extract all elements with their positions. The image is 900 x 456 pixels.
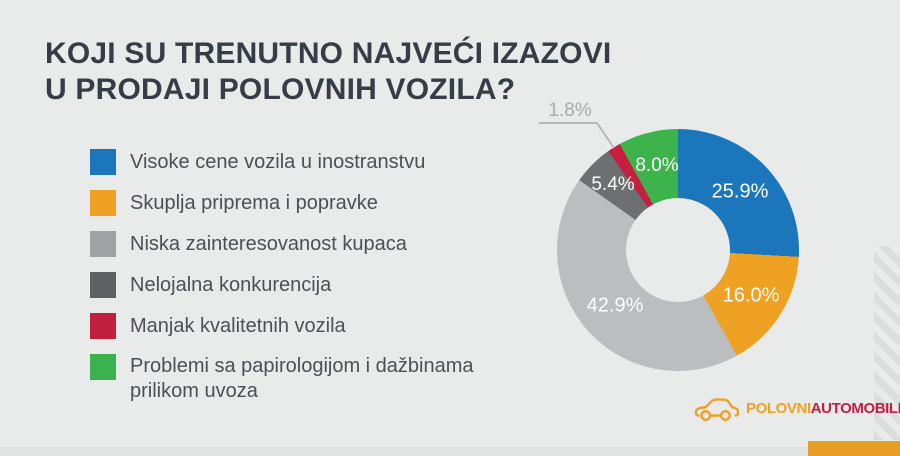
legend-label: Problemi sa papirologijom i dažbinama pr… xyxy=(130,355,474,402)
donut-hole xyxy=(626,198,730,302)
car-icon xyxy=(694,398,740,422)
legend-label: Manjak kvalitetnih vozila xyxy=(130,315,346,337)
legend-label: Niska zainteresovanost kupaca xyxy=(130,233,407,255)
slice-label-gray: 42.9% xyxy=(586,294,644,317)
legend-label: Nelojalna konkurencija xyxy=(130,274,332,296)
legend-item-manjak-kvalitetnih: Manjak kvalitetnih vozila xyxy=(90,313,530,339)
slice-label-dark-gray: 5.4% xyxy=(591,174,635,195)
logo-text: POLOVNIAUTOMOBILI xyxy=(746,400,900,417)
title-line-1: KOJI SU TRENUTNO NAJVEĆI IZAZOVI xyxy=(45,37,612,70)
bottom-strip-decoration xyxy=(0,447,900,456)
slice-label-orange: 16.0% xyxy=(722,284,780,307)
donut-chart xyxy=(557,129,799,371)
legend-label: Skuplja priprema i popravke xyxy=(130,192,378,214)
legend-item-skuplja-priprema: Skuplja priprema i popravke xyxy=(90,190,530,216)
legend-item-visoke-cene: Visoke cene vozila u inostranstvu xyxy=(90,149,530,175)
orange-bar-decoration xyxy=(808,441,900,456)
callout-leader-line xyxy=(539,122,615,149)
polovni-automobili-logo: POLOVNIAUTOMOBILI xyxy=(694,392,900,424)
chart-legend: Visoke cene vozila u inostranstvu Skuplj… xyxy=(90,149,530,419)
legend-swatch-gray xyxy=(90,231,116,257)
callout-label-red: 1.8% xyxy=(548,100,592,121)
slice-label-blue: 25.9% xyxy=(711,180,769,203)
legend-item-problemi-papirologija: Problemi sa papirologijom i dažbinama pr… xyxy=(90,354,530,404)
legend-item-nelojalna-konkurencija: Nelojalna konkurencija xyxy=(90,272,530,298)
diagonal-stripes-decoration xyxy=(874,246,900,440)
legend-item-niska-zainteresovanost: Niska zainteresovanost kupaca xyxy=(90,231,530,257)
title-line-2: U PRODAJI POLOVNIH VOZILA? xyxy=(45,73,516,106)
legend-swatch-red xyxy=(90,313,116,339)
slice-label-green: 8.0% xyxy=(635,155,679,176)
legend-swatch-green xyxy=(90,354,116,380)
logo-text-automobili: AUTOMOBILI xyxy=(810,399,900,417)
logo-text-polovni: POLOVNI xyxy=(746,399,811,417)
legend-swatch-dark-gray xyxy=(90,272,116,298)
legend-label: Visoke cene vozila u inostranstvu xyxy=(130,151,426,173)
legend-swatch-orange xyxy=(90,190,116,216)
legend-swatch-blue xyxy=(90,149,116,175)
page-title: KOJI SU TRENUTNO NAJVEĆI IZAZOVI U PRODA… xyxy=(45,36,611,108)
